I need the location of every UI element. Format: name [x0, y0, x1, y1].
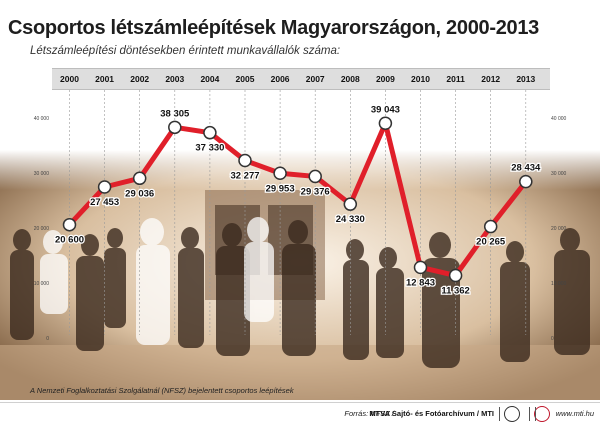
year-header-strip [52, 68, 550, 90]
x-tick-label: 2001 [95, 74, 114, 84]
x-tick-label: 2008 [341, 74, 360, 84]
footnote: A Nemzeti Foglalkoztatási Szolgálatnál (… [30, 386, 294, 395]
separator [535, 407, 536, 421]
mtva-logo-icon [534, 406, 550, 422]
data-label: 39 043 [371, 104, 400, 115]
data-point [203, 125, 217, 140]
x-tick-label: 2000 [60, 74, 79, 84]
source-label: Forrás: NFSZ / [344, 409, 394, 418]
data-point [62, 217, 77, 232]
y-tick-label-right: 10 000 [551, 281, 567, 287]
data-label: 24 330 [336, 214, 365, 225]
data-label: 12 843 [406, 277, 435, 288]
x-tick-label: 2011 [446, 74, 465, 84]
footer: Forrás: NFSZ / MTVA Sajtó- és Fotóarchív… [0, 402, 600, 425]
data-point [448, 268, 463, 283]
chart-title: Csoportos létszámleépítések Magyarország… [8, 17, 539, 39]
data-label: 28 434 [511, 163, 541, 174]
x-tick-label: 2005 [236, 74, 255, 84]
data-label: 29 953 [266, 183, 295, 194]
data-point [273, 166, 287, 181]
data-point [308, 169, 322, 184]
data-label: 29 376 [301, 186, 330, 197]
y-tick-label-left: 0 [46, 336, 49, 342]
y-tick-label-left: 40 000 [34, 116, 50, 122]
x-tick-label: 2004 [200, 74, 219, 84]
separator [499, 407, 500, 421]
data-label: 32 277 [230, 170, 259, 181]
mti-logo-icon [504, 406, 520, 422]
background-photo [0, 150, 600, 400]
data-label: 29 036 [125, 188, 154, 199]
data-point [97, 180, 112, 194]
data-point [238, 153, 252, 168]
data-label: 27 453 [90, 197, 119, 208]
y-tick-label-left: 20 000 [34, 226, 50, 232]
chart-subtitle: Létszámleépítési döntésekben érintett mu… [30, 45, 341, 57]
data-label: 37 330 [195, 143, 224, 154]
data-point [168, 120, 182, 135]
x-tick-label: 2007 [306, 74, 325, 84]
x-tick-label: 2010 [411, 74, 430, 84]
data-label: 11 362 [441, 286, 470, 297]
data-point [132, 171, 147, 186]
separator [529, 407, 530, 421]
series-line [67, 120, 529, 279]
y-tick-label-right: 40 000 [551, 116, 567, 122]
x-tick-label: 2013 [516, 74, 535, 84]
x-tick-label: 2006 [271, 74, 290, 84]
x-tick-label: 2002 [130, 74, 149, 84]
y-tick-label-right: 20 000 [551, 226, 567, 232]
x-tick-label: 2012 [481, 74, 500, 84]
crowd-photo-image [0, 150, 600, 400]
source-org: MTVA Sajtó- és Fotóarchívum / MTI [369, 409, 494, 418]
data-label: 20 600 [55, 235, 84, 246]
data-point [413, 260, 428, 275]
data-point [519, 174, 533, 189]
data-label: 20 265 [476, 237, 506, 248]
data-point [343, 197, 358, 211]
x-tick-label: 2009 [376, 74, 395, 84]
website-link[interactable]: www.mti.hu [555, 409, 594, 418]
y-tick-label-right: 0 [551, 336, 554, 342]
y-tick-label-left: 10 000 [34, 281, 50, 287]
data-point [483, 219, 498, 234]
data-label: 38 305 [160, 108, 190, 119]
data-point [378, 116, 393, 131]
y-tick-label-right: 30 000 [551, 171, 567, 177]
y-tick-label-left: 30 000 [34, 171, 50, 177]
x-tick-label: 2003 [165, 74, 184, 84]
